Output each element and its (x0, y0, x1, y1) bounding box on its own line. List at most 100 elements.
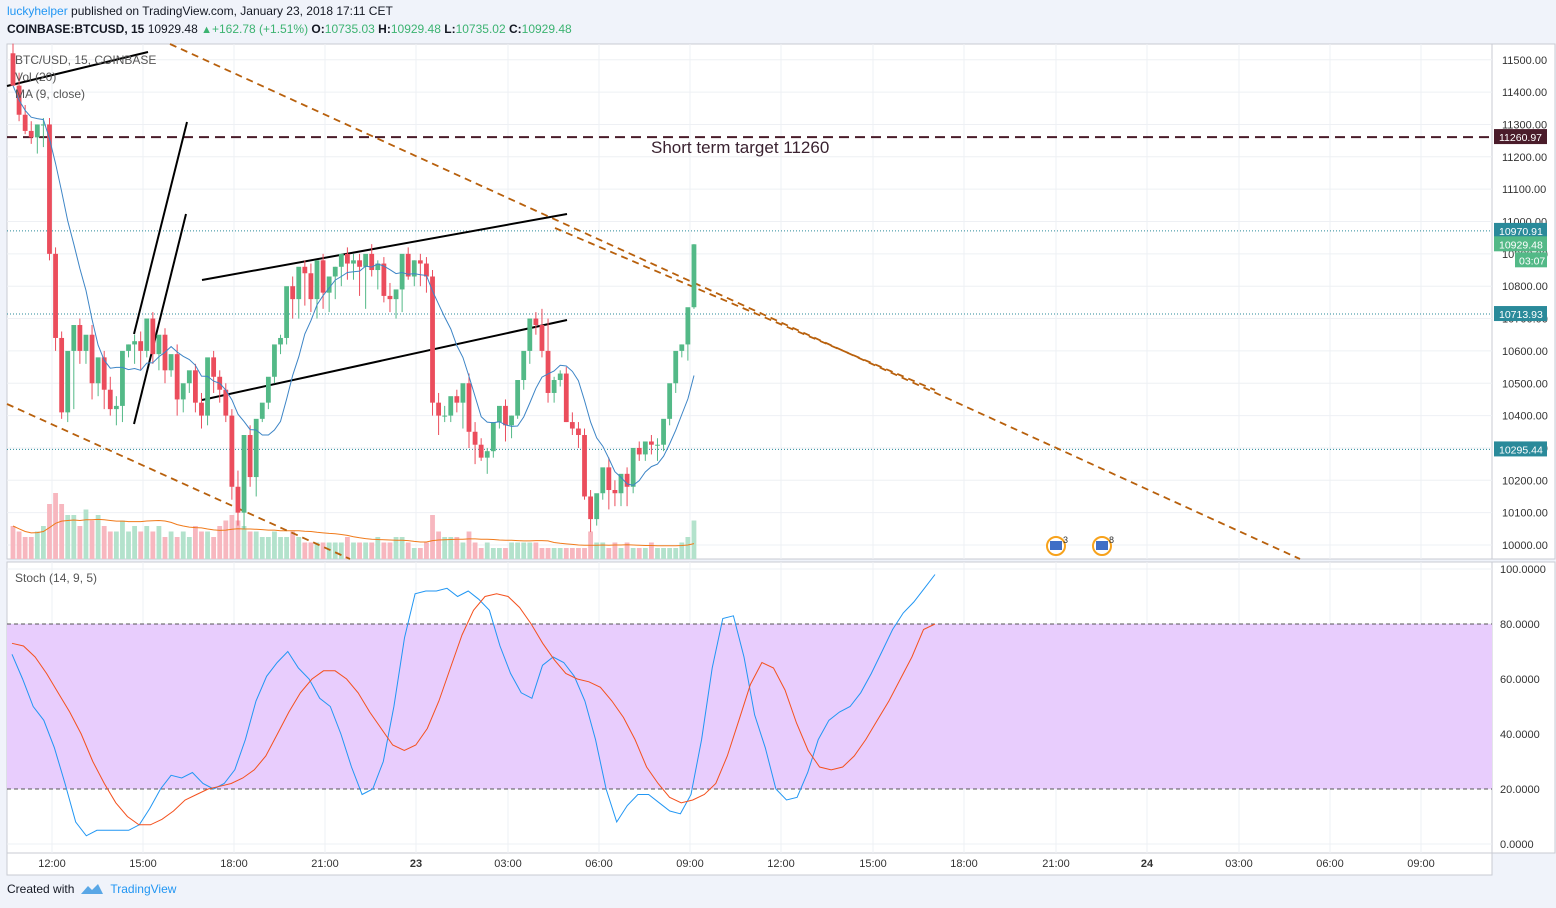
candle-body[interactable] (357, 260, 362, 267)
candle-body[interactable] (381, 263, 387, 296)
candle-body[interactable] (235, 486, 241, 513)
candle-body[interactable] (168, 354, 174, 371)
candle-body[interactable] (545, 350, 551, 393)
candle-body[interactable] (59, 337, 65, 413)
candle-body[interactable] (211, 357, 217, 377)
candle-body[interactable] (193, 370, 198, 403)
candle-body[interactable] (241, 435, 247, 513)
time-axis[interactable] (6, 852, 1493, 876)
channel-trendline[interactable] (201, 213, 568, 281)
candle-body[interactable] (642, 441, 648, 455)
candle-body[interactable] (442, 415, 448, 417)
candle-body[interactable] (454, 396, 460, 403)
candle-body[interactable] (569, 422, 575, 429)
candle-body[interactable] (557, 373, 563, 381)
candle-body[interactable] (369, 253, 375, 271)
symbol-label[interactable]: COINBASE:BTCUSD, 15 (7, 22, 145, 36)
candle-body[interactable] (205, 357, 210, 416)
candle-body[interactable] (113, 405, 119, 410)
dashed-trendline[interactable] (554, 227, 936, 391)
candle-body[interactable] (667, 383, 673, 419)
candle-body[interactable] (393, 289, 399, 300)
candle-body[interactable] (126, 344, 131, 351)
candle-body[interactable] (600, 467, 606, 494)
candle-body[interactable] (636, 447, 642, 455)
candle-body[interactable] (101, 357, 107, 390)
candle-body[interactable] (630, 447, 636, 487)
candle-body[interactable] (265, 376, 271, 403)
candle-body[interactable] (83, 334, 89, 351)
candle-body[interactable] (22, 114, 28, 131)
candle-body[interactable] (594, 493, 600, 520)
candle-body[interactable] (484, 451, 490, 458)
candle-body[interactable] (65, 350, 71, 413)
candle-body[interactable] (132, 341, 137, 345)
candle-body[interactable] (345, 253, 350, 264)
candle-body[interactable] (253, 418, 259, 478)
candle-body[interactable] (436, 402, 441, 416)
candle-body[interactable] (576, 428, 581, 436)
candle-body[interactable] (460, 383, 466, 403)
candle-body[interactable] (138, 341, 144, 351)
candle-body[interactable] (180, 383, 186, 400)
candle-body[interactable] (144, 318, 150, 351)
candle-body[interactable] (527, 318, 533, 351)
candle-body[interactable] (47, 124, 52, 254)
candle-body[interactable] (10, 53, 16, 86)
candle-body[interactable] (399, 253, 405, 290)
candle-body[interactable] (107, 389, 113, 410)
candle-body[interactable] (509, 415, 514, 426)
candle-body[interactable] (539, 325, 545, 351)
candle-body[interactable] (588, 496, 593, 520)
candle-body[interactable] (624, 473, 630, 487)
candle-body[interactable] (302, 266, 308, 274)
dashed-trendline[interactable] (169, 43, 1301, 560)
candle-body[interactable] (679, 344, 685, 351)
stoch-axis[interactable] (1491, 561, 1556, 854)
candle-body[interactable] (417, 260, 423, 264)
candle-body[interactable] (95, 357, 101, 384)
candle-body[interactable] (490, 422, 496, 452)
author-link[interactable]: luckyhelper (7, 4, 68, 18)
candle-body[interactable] (314, 260, 320, 300)
candle-body[interactable] (34, 124, 40, 138)
candle-body[interactable] (308, 273, 314, 300)
channel-trendline[interactable] (133, 213, 187, 425)
candle-body[interactable] (521, 350, 527, 381)
candle-body[interactable] (77, 325, 83, 351)
candle-body[interactable] (284, 286, 289, 338)
candle-body[interactable] (41, 124, 46, 126)
candle-body[interactable] (363, 253, 369, 267)
dashed-trendline[interactable] (6, 403, 351, 560)
candle-body[interactable] (156, 334, 162, 355)
candle-body[interactable] (387, 295, 393, 300)
candle-body[interactable] (424, 263, 429, 277)
candle-body[interactable] (120, 350, 125, 406)
target-annotation[interactable]: Short term target 11260 (651, 138, 829, 157)
candle-body[interactable] (582, 435, 587, 497)
candle-body[interactable] (478, 444, 484, 458)
candle-body[interactable] (247, 435, 253, 478)
candle-body[interactable] (53, 253, 58, 338)
candle-body[interactable] (533, 318, 539, 326)
candle-body[interactable] (563, 373, 569, 423)
channel-trendline[interactable] (201, 319, 568, 401)
candle-body[interactable] (515, 380, 521, 416)
candle-body[interactable] (296, 266, 302, 300)
candle-body[interactable] (655, 444, 660, 446)
candle-body[interactable] (497, 405, 502, 423)
candle-body[interactable] (290, 286, 296, 300)
candle-body[interactable] (691, 244, 697, 308)
candle-body[interactable] (430, 276, 435, 403)
event-flag-1[interactable]: 3 (1046, 535, 1068, 556)
candle-body[interactable] (174, 354, 180, 400)
candle-body[interactable] (661, 418, 666, 445)
channel-trendline[interactable] (6, 51, 149, 87)
candle-body[interactable] (229, 415, 235, 487)
candle-body[interactable] (375, 263, 381, 271)
candle-body[interactable] (89, 334, 95, 384)
candle-body[interactable] (28, 130, 34, 138)
candle-body[interactable] (223, 389, 229, 416)
candle-body[interactable] (71, 325, 77, 351)
